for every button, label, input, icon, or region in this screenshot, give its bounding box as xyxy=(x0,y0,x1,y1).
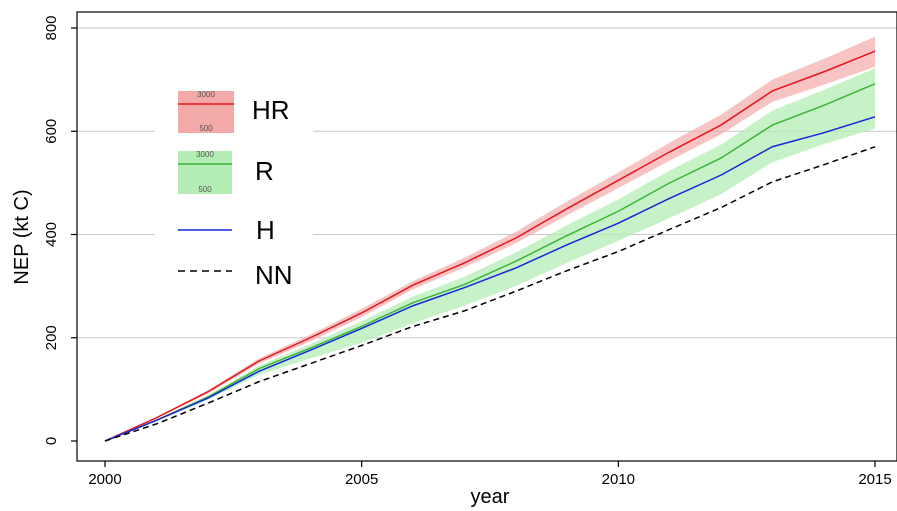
band-hr xyxy=(105,36,875,442)
y-tick-label: 0 xyxy=(43,437,60,445)
series-lines xyxy=(104,50,876,442)
x-axis-label: year xyxy=(471,486,510,508)
y-tick-label: 400 xyxy=(43,222,60,247)
x-tick-label: 2015 xyxy=(858,471,891,488)
x-tick-label: 2000 xyxy=(88,471,121,488)
x-tick-label: 2010 xyxy=(602,471,635,488)
legend-nn-label: NN xyxy=(255,260,293,290)
y-tick-label: 800 xyxy=(43,15,60,40)
y-tick-label: 600 xyxy=(43,119,60,144)
y-tick-label: 200 xyxy=(43,325,60,350)
uncertainty-bands xyxy=(105,36,875,442)
legend-hr-band-top: 3000 xyxy=(197,90,215,99)
x-tick-label: 2005 xyxy=(345,471,378,488)
legend-r-label: R xyxy=(255,156,274,186)
legend-hr-label: HR xyxy=(252,95,290,125)
plot-frame xyxy=(76,11,897,462)
legend-hr-band xyxy=(178,91,234,133)
series-line-hr xyxy=(104,50,876,442)
legend-r-band-top: 3000 xyxy=(196,150,214,159)
legend-r-band xyxy=(178,151,232,194)
series-line-r xyxy=(104,83,876,442)
legend-hr-band-bottom: 500 xyxy=(199,124,213,133)
legend-h-label: H xyxy=(256,215,275,245)
series-line-h xyxy=(104,116,876,442)
y-axis-label: NEP (kt C) xyxy=(11,189,33,284)
legend: 3000 500 HR 3000 500 R H NN xyxy=(155,80,313,298)
legend-r-band-bottom: 500 xyxy=(198,185,212,194)
band-r xyxy=(105,68,875,441)
axis-ticks: 0 200 400 600 800 2000 2005 2010 2015 xyxy=(43,15,892,488)
